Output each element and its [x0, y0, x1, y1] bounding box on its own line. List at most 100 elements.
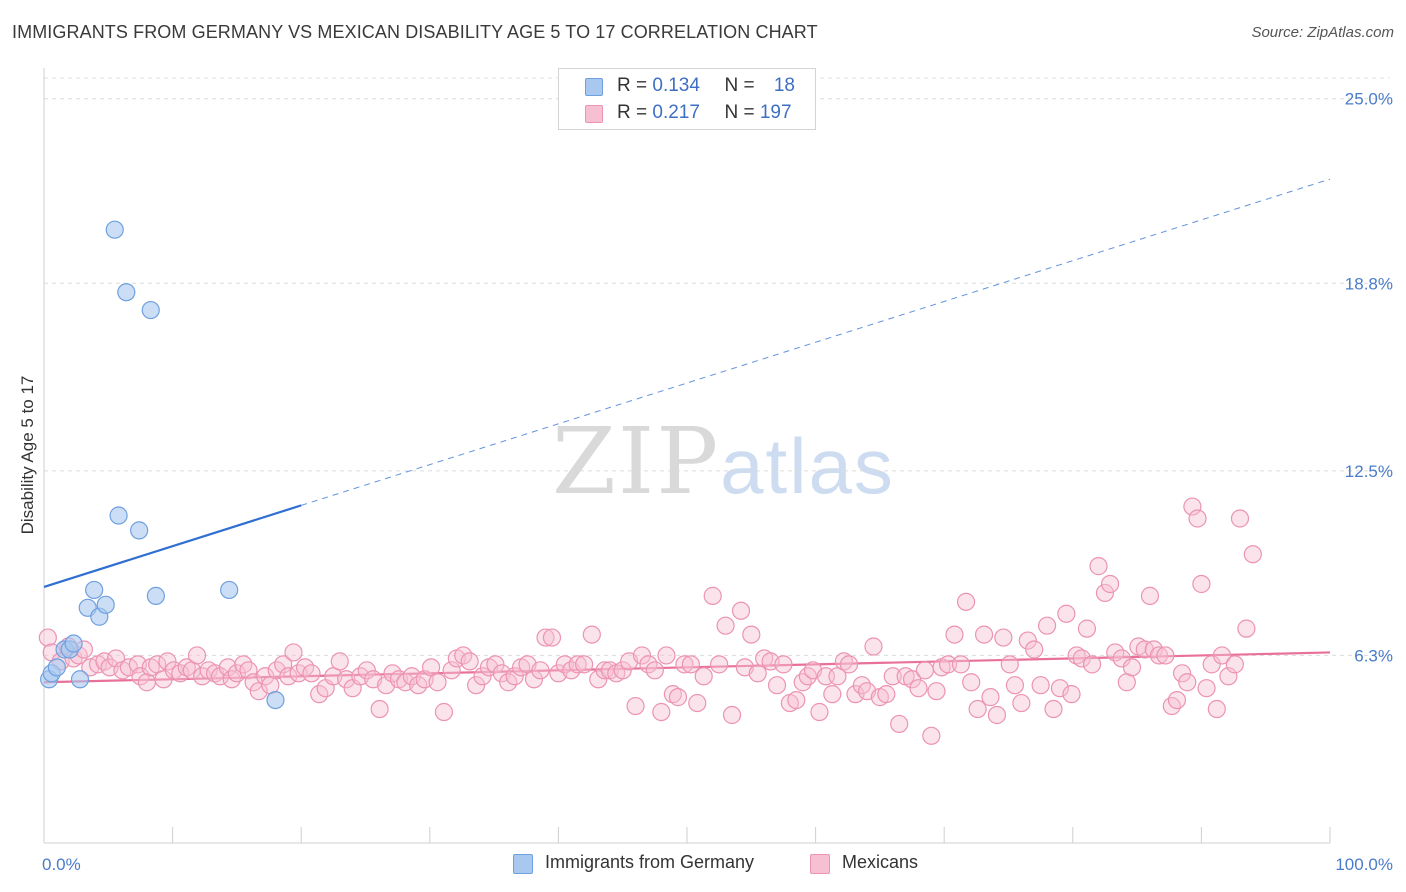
point-mexicans	[688, 693, 707, 713]
point-mexicans	[1089, 557, 1108, 576]
point-mexicans	[823, 685, 842, 704]
y-tick-label: 12.5%	[1345, 462, 1393, 481]
point-mexicans	[1044, 699, 1063, 719]
point-mexicans	[1095, 583, 1115, 603]
point-mexicans	[1178, 673, 1197, 692]
legend-r-label: R =	[617, 75, 653, 96]
x-tick-labels: 0.0% 100.0%	[42, 855, 1393, 874]
point-mexicans	[284, 643, 303, 662]
y-tick-labels: 6.3% 12.5% 18.8% 25.0%	[1345, 90, 1393, 666]
point-mexicans	[787, 690, 806, 710]
watermark-atlas: atlas	[720, 422, 895, 510]
point-mexicans	[987, 705, 1007, 725]
point-mexicans	[218, 658, 237, 677]
point-mexicans	[810, 702, 829, 722]
point-mexicans	[951, 655, 971, 674]
point-mexicans	[675, 655, 694, 674]
point-germany	[146, 586, 165, 605]
point-germany	[47, 658, 66, 677]
legend-n-label: N =	[724, 102, 760, 123]
trend-solid-mexicans	[43, 651, 1331, 684]
correlation-legend: R = 0.134 N = 18 R = 0.217 N = 197	[558, 68, 816, 130]
point-mexicans	[428, 673, 447, 692]
point-mexicans	[1122, 658, 1142, 677]
point-mexicans	[137, 673, 156, 692]
point-mexicans	[442, 661, 461, 680]
point-mexicans	[473, 667, 492, 686]
point-mexicans	[945, 625, 964, 644]
point-germany	[220, 580, 239, 600]
point-mexicans	[839, 655, 859, 674]
point-germany	[266, 690, 285, 710]
legend-swatch-germany	[585, 78, 603, 96]
point-mexicans	[524, 670, 544, 689]
point-mexicans	[466, 676, 486, 695]
point-mexicans	[938, 655, 958, 674]
axes	[43, 68, 1331, 844]
point-mexicans	[994, 628, 1013, 647]
x-tick-label: 0.0%	[42, 855, 81, 874]
point-mexicans	[722, 705, 742, 725]
legend-label-germany: Immigrants from Germany	[545, 852, 755, 872]
point-mexicans	[154, 670, 173, 689]
point-mexicans	[626, 696, 645, 716]
point-mexicans	[234, 655, 253, 674]
point-mexicans	[1072, 649, 1091, 668]
point-mexicans	[486, 655, 505, 674]
point-mexicans	[434, 702, 454, 722]
point-mexicans	[1031, 676, 1050, 695]
point-mexicans	[595, 661, 614, 680]
point-germany	[141, 300, 160, 320]
point-mexicans	[279, 667, 298, 686]
point-mexicans	[716, 616, 735, 635]
point-mexicans	[909, 679, 928, 698]
point-mexicans	[158, 652, 177, 671]
point-mexicans	[962, 673, 981, 692]
point-mexicans	[274, 655, 293, 674]
point-mexicans	[902, 670, 922, 689]
watermark-zip: ZIP	[552, 408, 721, 515]
points-germany	[40, 220, 285, 710]
point-mexicans	[731, 601, 751, 620]
point-mexicans	[834, 652, 853, 671]
point-mexicans	[668, 688, 688, 707]
point-mexicans	[1149, 646, 1169, 665]
point-mexicans	[645, 661, 664, 680]
point-mexicans	[177, 658, 196, 677]
trend-line-mexicans	[43, 651, 1331, 684]
point-germany	[70, 670, 90, 689]
trend-dashed-germany	[301, 178, 1331, 506]
legend-r-value: 0.134	[652, 75, 700, 96]
point-mexicans	[330, 652, 349, 671]
point-mexicans	[681, 655, 700, 674]
point-mexicans	[632, 646, 652, 665]
source-label: Source: ZipAtlas.com	[1251, 24, 1394, 41]
point-mexicans	[846, 685, 865, 704]
grid-lines	[44, 77, 1390, 656]
point-mexicans	[1062, 685, 1081, 704]
point-mexicans	[1207, 699, 1226, 719]
watermark: ZIPatlas	[552, 408, 895, 515]
point-mexicans	[1197, 679, 1216, 698]
point-mexicans	[370, 699, 389, 719]
point-germany	[85, 580, 104, 600]
point-mexicans	[1173, 664, 1192, 683]
point-mexicans	[536, 628, 555, 647]
point-germany	[96, 595, 115, 614]
point-mexicans	[1162, 696, 1181, 716]
y-tick-label: 18.8%	[1345, 274, 1393, 293]
point-mexicans	[302, 664, 321, 683]
point-mexicans	[968, 699, 987, 719]
point-mexicans	[337, 670, 356, 689]
trend-solid-germany	[43, 504, 302, 589]
legend-label-mexicans: Mexicans	[842, 852, 919, 872]
point-mexicans	[1077, 619, 1097, 638]
point-mexicans	[1212, 646, 1232, 665]
point-mexicans	[1156, 646, 1175, 665]
point-mexicans	[582, 625, 601, 644]
legend-r-value: 0.217	[652, 102, 700, 123]
point-mexicans	[1018, 631, 1037, 650]
point-mexicans	[1202, 655, 1221, 674]
point-mexicans	[256, 667, 275, 686]
